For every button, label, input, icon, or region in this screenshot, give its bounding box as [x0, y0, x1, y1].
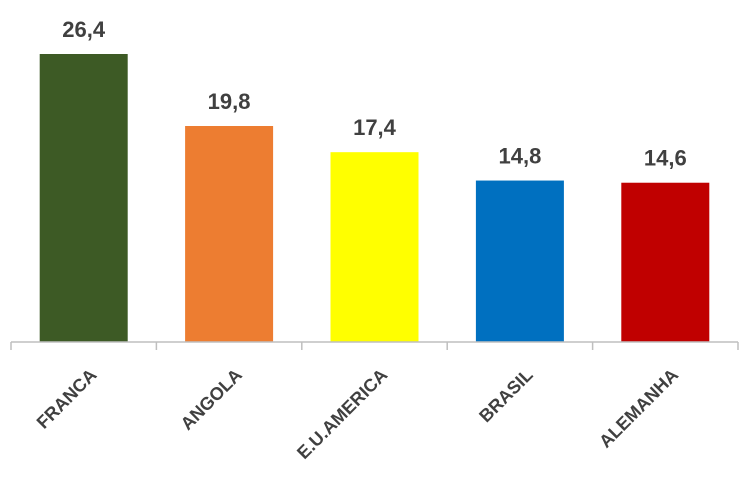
value-label: 26,4 [62, 17, 106, 42]
value-labels-group: 26,4 19,8 17,4 14,8 14,6 [62, 17, 686, 171]
category-label: BRASIL [475, 365, 537, 427]
bar-angola [185, 126, 274, 342]
value-label: 14,8 [498, 144, 541, 169]
bar-e-u-america [330, 152, 419, 342]
category-label: FRANCA [33, 365, 101, 433]
value-label: 19,8 [208, 89, 251, 114]
category-label: E.U.AMERICA [293, 365, 391, 463]
bar-brasil [475, 180, 564, 342]
bar-alemanha [621, 182, 710, 342]
bars-group [39, 54, 710, 342]
value-label: 17,4 [353, 115, 397, 140]
x-axis-ticks [10, 342, 739, 350]
category-labels-group: FRANCA ANGOLA E.U.AMERICA BRASIL ALEMANHA [33, 365, 682, 463]
category-label: ANGOLA [177, 365, 246, 434]
value-label: 14,6 [644, 146, 687, 171]
bar-franca [39, 54, 128, 342]
category-label: ALEMANHA [595, 365, 682, 452]
